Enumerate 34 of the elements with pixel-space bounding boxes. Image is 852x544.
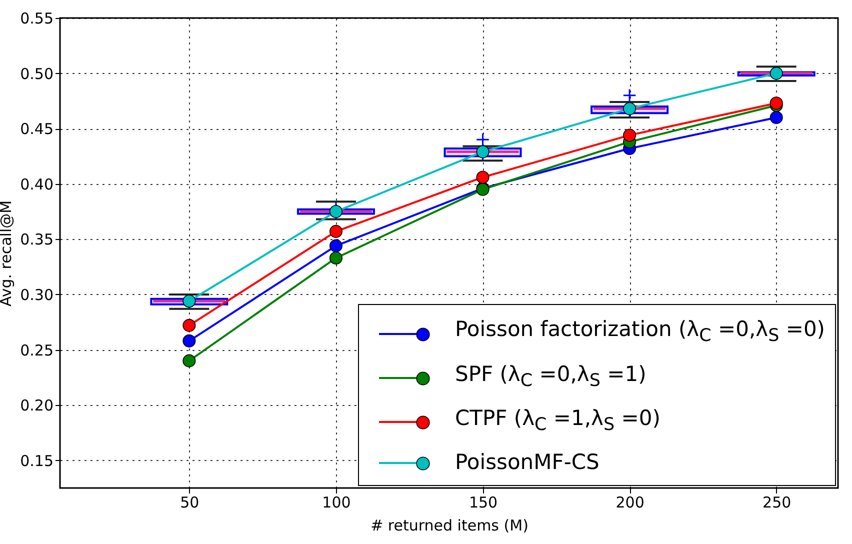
point (476, 145, 490, 158)
legend-label: SPF (λ$_{C}$ =0,λ$_{S}$ =1) (454, 360, 646, 393)
y-tick-label: 0.50 (20, 64, 54, 83)
x-tick-label: 100 (322, 494, 351, 512)
y-tick-label: 0.25 (20, 341, 54, 360)
x-tick-label: 250 (762, 494, 792, 512)
y-tick-label: 0.20 (20, 396, 54, 415)
point (623, 102, 636, 116)
point (182, 318, 196, 332)
legend-label: Poisson factorization (λ$_{C}$ =0,λ$_{S}$ =0) (454, 316, 825, 349)
point (329, 205, 342, 218)
y-tick-label: 0.30 (20, 286, 54, 304)
point (182, 334, 196, 348)
legend-label: CTPF (λ$_{C}$ =1,λ$_{S}$ =0) (454, 404, 660, 437)
legend-label: PoissonMF-CS (454, 449, 600, 476)
x-tick-label: 50 (180, 494, 200, 512)
point (329, 251, 342, 264)
y-tick-label: 0.45 (20, 120, 54, 138)
point (182, 354, 196, 368)
y-tick-label: 0.40 (20, 175, 54, 194)
x-axis-title: # returned items (M) (370, 516, 528, 534)
point (329, 224, 342, 238)
y-axis-title: Avg. recall@M (0, 200, 16, 307)
point (770, 66, 783, 80)
y-tick-label: 0.35 (20, 230, 54, 249)
point (329, 239, 342, 252)
point (623, 128, 636, 142)
point (770, 111, 783, 124)
point (476, 170, 490, 184)
y-tick-label: 0.15 (20, 452, 54, 470)
x-tick-label: 150 (468, 494, 498, 512)
x-tick-label: 200 (616, 494, 644, 512)
point (182, 294, 196, 308)
y-tick-label: 0.55 (20, 10, 54, 28)
